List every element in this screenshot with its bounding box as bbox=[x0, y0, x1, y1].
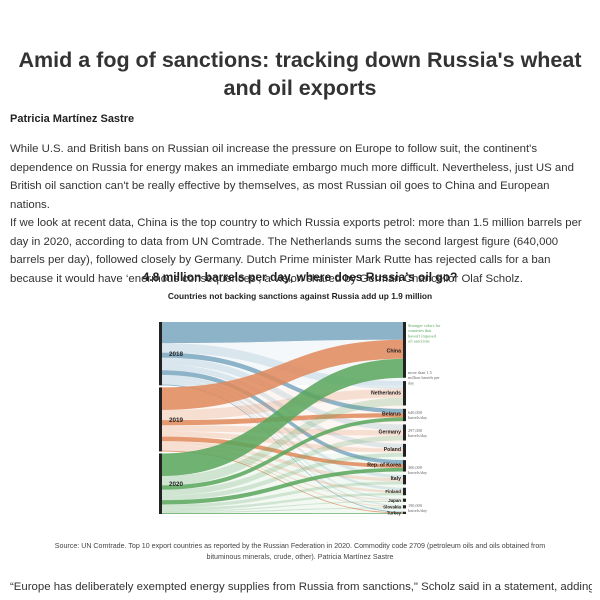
paragraph-1: While U.S. and British bans on Russian o… bbox=[10, 143, 574, 211]
flow-2019-china bbox=[161, 339, 405, 410]
sankey-flows bbox=[161, 322, 405, 514]
target-label-germany: Germany bbox=[379, 429, 402, 435]
target-node-belarus bbox=[403, 408, 406, 422]
target-node-china bbox=[403, 322, 406, 378]
flow-2018-germany bbox=[161, 357, 405, 431]
target-node-rep-of-korea bbox=[403, 460, 406, 472]
target-label-rep-of-korea: Rep. of Korea bbox=[367, 462, 401, 468]
target-label-finland: Finland bbox=[385, 489, 401, 494]
target-label-italy: Italy bbox=[391, 476, 401, 482]
chart-title: 4.8 million barrels per day, where does … bbox=[142, 270, 458, 284]
china-annotation: more than 1.5 million barrels per day bbox=[408, 370, 440, 385]
target-node-italy bbox=[403, 474, 406, 485]
flow-2020-poland bbox=[161, 452, 405, 501]
target-label-netherlands: Netherlands bbox=[371, 390, 401, 396]
target-node-netherlands bbox=[403, 381, 406, 406]
flow-2018-turkey bbox=[161, 384, 405, 513]
sankey-chart: 2018 2019 2020 China Netherlands Belarus Germa… bbox=[159, 322, 441, 515]
source-node-2019 bbox=[159, 387, 162, 452]
target-node-japan bbox=[403, 498, 406, 502]
flow-2020-rep-of-korea bbox=[161, 467, 405, 505]
target-label-poland: Poland bbox=[384, 447, 401, 453]
finland-annotation: 190,000 barrels/day bbox=[408, 503, 428, 513]
article-intro: While U.S. and British bans on Russian o… bbox=[10, 140, 592, 288]
source-label-2018: 2018 bbox=[169, 351, 184, 358]
flow-2019-turkey bbox=[161, 450, 405, 514]
target-node-germany bbox=[403, 424, 406, 441]
target-label-slovakia: Slovakia bbox=[383, 504, 401, 509]
flow-2020-finland bbox=[161, 492, 405, 511]
netherlands-annotation: 640,000 barrels/day bbox=[408, 410, 428, 420]
flow-2020-netherlands bbox=[161, 397, 405, 486]
sankey-nodes: 2018 2019 2020 China Netherlands Belarus Germa… bbox=[159, 322, 406, 515]
flow-2020-slovakia bbox=[161, 507, 405, 514]
flow-2020-belarus bbox=[161, 417, 405, 490]
target-label-turkey: Turkey bbox=[387, 510, 402, 515]
source-label-2019: 2019 bbox=[169, 417, 184, 424]
flow-2020-japan bbox=[161, 500, 405, 512]
flow-2018-china bbox=[161, 322, 405, 344]
flow-2018-japan bbox=[161, 381, 405, 500]
flow-2019-poland bbox=[161, 431, 405, 453]
flow-2019-slovakia bbox=[161, 449, 405, 508]
flow-2018-finland bbox=[161, 378, 405, 491]
legend-note: Stronger colors for countries that haven't… bbox=[408, 323, 441, 344]
chart-source: Source: UN Comtrade. Top 10 export count… bbox=[54, 542, 546, 561]
source-node-2018 bbox=[159, 322, 162, 386]
chart-subtitle: Countries not backing sanctions against … bbox=[167, 291, 433, 301]
flow-2019-japan bbox=[161, 447, 405, 501]
flow-2020-germany bbox=[161, 435, 405, 496]
target-node-finland bbox=[403, 487, 406, 496]
target-label-china: China bbox=[387, 349, 402, 355]
target-node-slovakia bbox=[403, 505, 406, 509]
flow-2020-china bbox=[161, 358, 405, 477]
flow-2019-netherlands bbox=[161, 389, 405, 421]
germany-annotation: 297,000 barrels/day bbox=[408, 428, 428, 438]
target-node-turkey bbox=[403, 511, 406, 514]
target-label-belarus: Belarus bbox=[382, 412, 401, 418]
flow-2020-turkey bbox=[161, 513, 405, 514]
target-label-japan: Japan bbox=[388, 498, 401, 503]
author-name: Patricia Martínez Sastre bbox=[10, 113, 135, 125]
article-title: Amid a fog of sanctions: tracking down R… bbox=[18, 48, 582, 100]
flow-2019-germany bbox=[161, 425, 405, 436]
flow-2018-slovakia bbox=[161, 383, 405, 507]
source-node-2020 bbox=[159, 453, 162, 514]
flow-2019-finland bbox=[161, 445, 405, 493]
source-label-2020: 2020 bbox=[169, 481, 184, 488]
paragraph-2: If we look at recent data, China is the … bbox=[10, 217, 582, 285]
target-node-poland bbox=[403, 443, 406, 457]
korea-annotation: 300,000 barrels/day bbox=[408, 465, 428, 475]
flow-2019-italy bbox=[161, 441, 405, 482]
flow-2020-italy bbox=[161, 481, 405, 509]
article-quote: “Europe has deliberately exempted energy… bbox=[10, 581, 592, 593]
